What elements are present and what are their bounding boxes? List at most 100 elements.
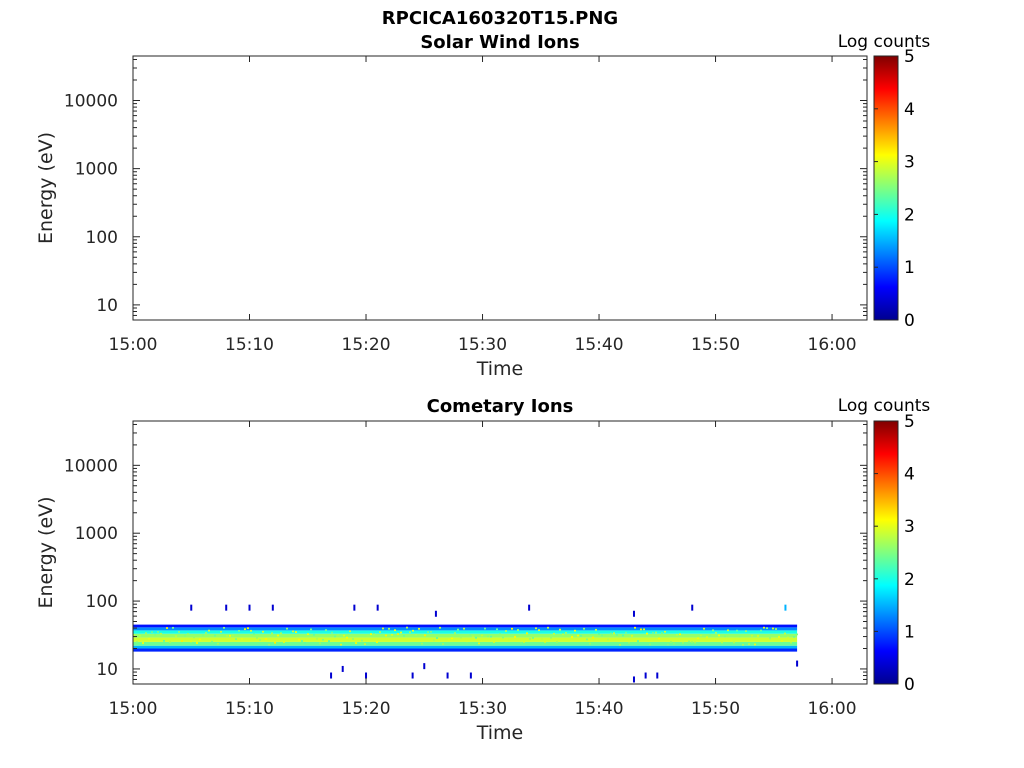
count-bin (457, 628, 459, 631)
count-bin (247, 627, 249, 630)
count-bin (544, 640, 546, 643)
count-bin (598, 633, 600, 635)
count-bin (787, 636, 789, 639)
count-bin (583, 627, 585, 630)
count-bin (388, 627, 390, 630)
count-bin (163, 640, 165, 642)
count-bin (142, 642, 144, 644)
count-bin (505, 630, 507, 632)
count-bin (415, 633, 417, 636)
count-bin (133, 634, 135, 636)
count-bin (160, 632, 162, 635)
count-bin (511, 627, 513, 630)
colorbar-tick-label: 5 (904, 412, 915, 432)
count-bin (421, 642, 423, 645)
count-bin (442, 643, 444, 645)
count-bin (676, 633, 678, 636)
count-bin (235, 638, 237, 640)
count-point (656, 672, 659, 679)
count-bin (637, 640, 639, 642)
count-bin (295, 631, 297, 633)
count-bin (631, 635, 633, 637)
count-point (644, 672, 647, 679)
colorbar-tick-label: 1 (904, 622, 915, 642)
count-bin (463, 627, 465, 630)
count-bin (340, 643, 342, 646)
count-point (434, 610, 437, 617)
count-bin (418, 627, 420, 630)
count-bin (568, 641, 570, 644)
count-bin (370, 633, 372, 635)
count-bin (520, 641, 522, 644)
count-bin (571, 636, 573, 638)
count-bin (508, 638, 510, 641)
count-bin (709, 634, 711, 637)
count-bin (691, 641, 693, 644)
count-bin (319, 642, 321, 645)
count-bin (445, 639, 447, 642)
count-bin (655, 631, 657, 634)
count-bin (640, 628, 642, 631)
count-bin (382, 627, 384, 630)
colorbar-tick-label: 2 (904, 570, 915, 590)
count-bin (205, 632, 207, 634)
count-bin (256, 637, 258, 639)
count-bin (328, 640, 330, 642)
count-bin (784, 632, 786, 635)
count-bin (541, 637, 543, 640)
count-bin (259, 639, 261, 641)
figure-title: RPCICA160320T15.PNG (382, 8, 618, 29)
colorbar-tick-label: 0 (904, 311, 915, 331)
count-bin (208, 629, 210, 632)
count-bin (337, 634, 339, 636)
x-tick-label: 15:20 (342, 335, 391, 355)
count-bin (352, 638, 354, 640)
count-bin (379, 631, 381, 633)
count-bin (139, 634, 141, 637)
count-bin (400, 631, 402, 634)
colorbar-tick-label: 4 (904, 100, 915, 120)
count-bin (616, 634, 618, 636)
count-bin (385, 634, 387, 637)
count-bin (790, 641, 792, 644)
energy-band (133, 624, 798, 628)
count-bin (226, 634, 228, 637)
count-bin (763, 626, 765, 629)
x-tick-label: 15:00 (109, 699, 158, 719)
count-bin (796, 633, 798, 636)
x-tick-label: 15:50 (691, 335, 740, 355)
count-bin (409, 631, 411, 634)
count-point (353, 604, 356, 611)
energy-band (133, 630, 798, 634)
count-bin (538, 629, 540, 632)
count-bin (301, 640, 303, 642)
count-point (330, 672, 333, 679)
count-bin (316, 637, 318, 640)
colorbar: Log counts 0 1 2 3 4 5 (838, 32, 931, 331)
count-bin (682, 641, 684, 644)
count-bin (397, 633, 399, 635)
count-bin (478, 642, 480, 645)
x-tick-label: 15:40 (575, 699, 624, 719)
energy-band (133, 637, 798, 642)
count-bin (502, 636, 504, 639)
count-bin (754, 643, 756, 646)
count-bin (460, 636, 462, 639)
x-tick-label: 16:00 (808, 699, 857, 719)
spectrogram-data (133, 604, 799, 683)
count-bin (667, 643, 669, 646)
energy-band (133, 633, 798, 638)
count-bin (622, 634, 624, 637)
count-bin (607, 638, 609, 641)
count-bin (706, 636, 708, 639)
count-bin (325, 629, 327, 631)
count-bin (664, 630, 666, 633)
count-bin (733, 641, 735, 644)
count-bin (685, 642, 687, 644)
panel-title: Solar Wind Ions (420, 32, 579, 53)
count-bin (472, 635, 474, 638)
count-bin (202, 634, 204, 637)
count-bin (154, 633, 156, 636)
count-bin (562, 633, 564, 636)
